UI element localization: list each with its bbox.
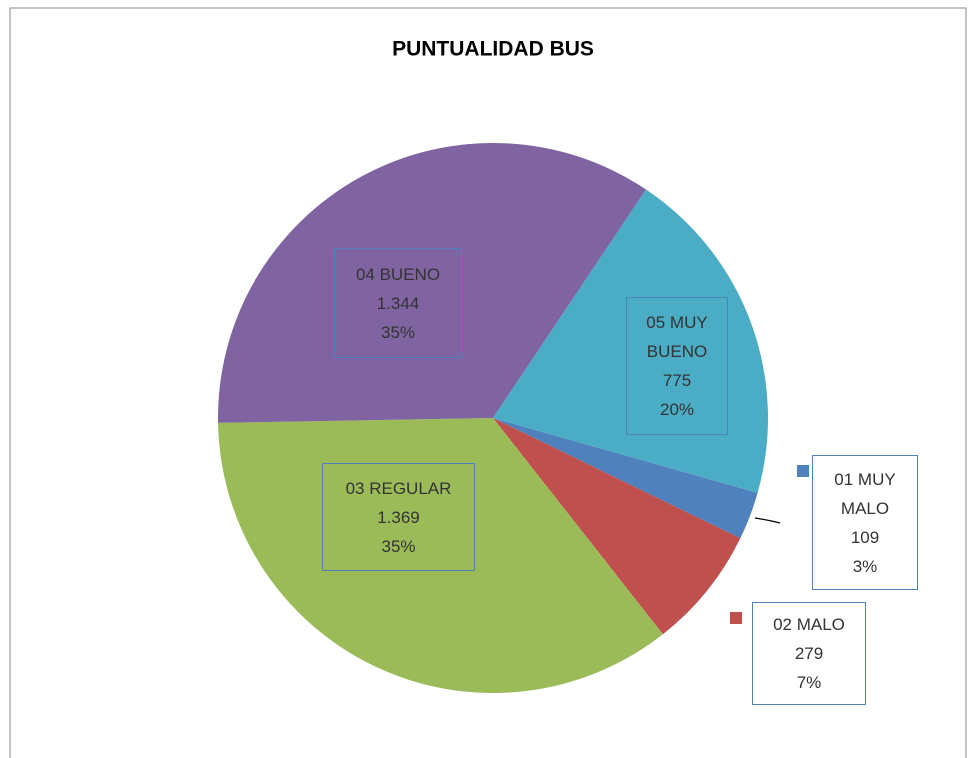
label-value: 1.344 [376,293,420,313]
leader-line [754,517,781,524]
label-category: 01 MUY MALO [834,469,896,518]
label-category: 04 BUENO [355,264,441,284]
label-percent: 3% [852,556,878,576]
label-percent: 35% [381,536,416,556]
pie-slice [218,418,663,693]
pie-slice [493,418,741,635]
data-label: 02 MALO 279 7% [752,602,866,705]
label-value: 109 [850,527,880,547]
legend-key [797,465,809,477]
chart-title: PUNTUALIDAD BUS [392,38,594,61]
data-label: 04 BUENO 1.344 35% [334,248,462,358]
label-value: 279 [794,644,824,663]
label-category: 02 MALO [773,615,845,634]
label-category: 03 REGULAR [345,478,452,498]
label-percent: 7% [796,673,822,692]
label-percent: 20% [659,400,695,419]
data-label: 05 MUY BUENO 775 20% [626,297,728,435]
pie-slice [218,142,647,423]
label-category: 05 MUY BUENO [646,313,708,361]
chart-border [9,7,967,758]
legend-key [730,612,742,624]
data-label: 03 REGULAR 1.369 35% [322,463,475,571]
data-label: 01 MUY MALO 109 3% [812,455,918,590]
pie-slice [493,189,769,493]
label-value: 1.369 [377,507,420,527]
label-value: 775 [662,371,692,390]
label-percent: 35% [380,322,416,342]
pie-slice [493,418,758,539]
